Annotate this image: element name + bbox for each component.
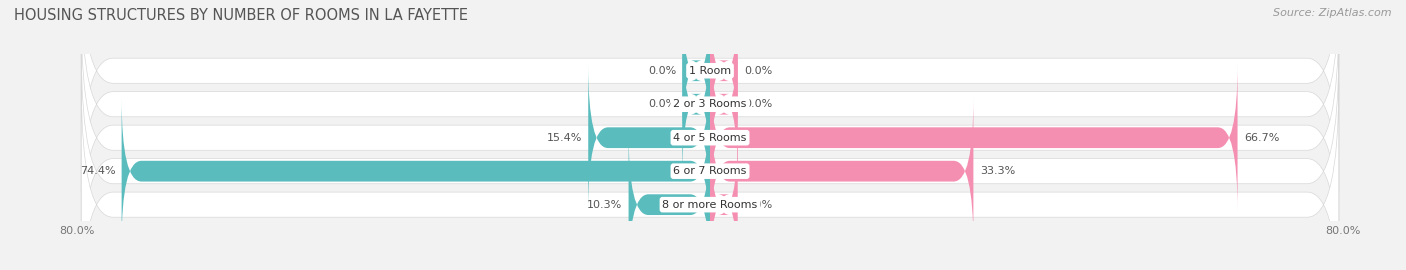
Text: 0.0%: 0.0% bbox=[744, 200, 772, 210]
FancyBboxPatch shape bbox=[710, 0, 738, 144]
Text: 0.0%: 0.0% bbox=[744, 99, 772, 109]
Text: Source: ZipAtlas.com: Source: ZipAtlas.com bbox=[1274, 8, 1392, 18]
Text: 0.0%: 0.0% bbox=[648, 99, 676, 109]
Text: 1 Room: 1 Room bbox=[689, 66, 731, 76]
Text: HOUSING STRUCTURES BY NUMBER OF ROOMS IN LA FAYETTE: HOUSING STRUCTURES BY NUMBER OF ROOMS IN… bbox=[14, 8, 468, 23]
Text: 10.3%: 10.3% bbox=[586, 200, 623, 210]
FancyBboxPatch shape bbox=[82, 16, 1339, 259]
Text: 2 or 3 Rooms: 2 or 3 Rooms bbox=[673, 99, 747, 109]
FancyBboxPatch shape bbox=[682, 31, 710, 178]
FancyBboxPatch shape bbox=[710, 31, 738, 178]
Text: 33.3%: 33.3% bbox=[980, 166, 1015, 176]
Text: 0.0%: 0.0% bbox=[744, 66, 772, 76]
Text: 15.4%: 15.4% bbox=[547, 133, 582, 143]
FancyBboxPatch shape bbox=[710, 131, 738, 270]
FancyBboxPatch shape bbox=[121, 98, 710, 245]
FancyBboxPatch shape bbox=[588, 64, 710, 211]
FancyBboxPatch shape bbox=[628, 131, 710, 270]
FancyBboxPatch shape bbox=[82, 83, 1339, 270]
FancyBboxPatch shape bbox=[710, 64, 1237, 211]
Text: 0.0%: 0.0% bbox=[648, 66, 676, 76]
FancyBboxPatch shape bbox=[82, 0, 1339, 192]
FancyBboxPatch shape bbox=[82, 50, 1339, 270]
Text: 8 or more Rooms: 8 or more Rooms bbox=[662, 200, 758, 210]
Text: 6 or 7 Rooms: 6 or 7 Rooms bbox=[673, 166, 747, 176]
Text: 74.4%: 74.4% bbox=[80, 166, 115, 176]
Text: 4 or 5 Rooms: 4 or 5 Rooms bbox=[673, 133, 747, 143]
FancyBboxPatch shape bbox=[82, 0, 1339, 226]
FancyBboxPatch shape bbox=[682, 0, 710, 144]
Text: 66.7%: 66.7% bbox=[1244, 133, 1279, 143]
FancyBboxPatch shape bbox=[710, 98, 973, 245]
